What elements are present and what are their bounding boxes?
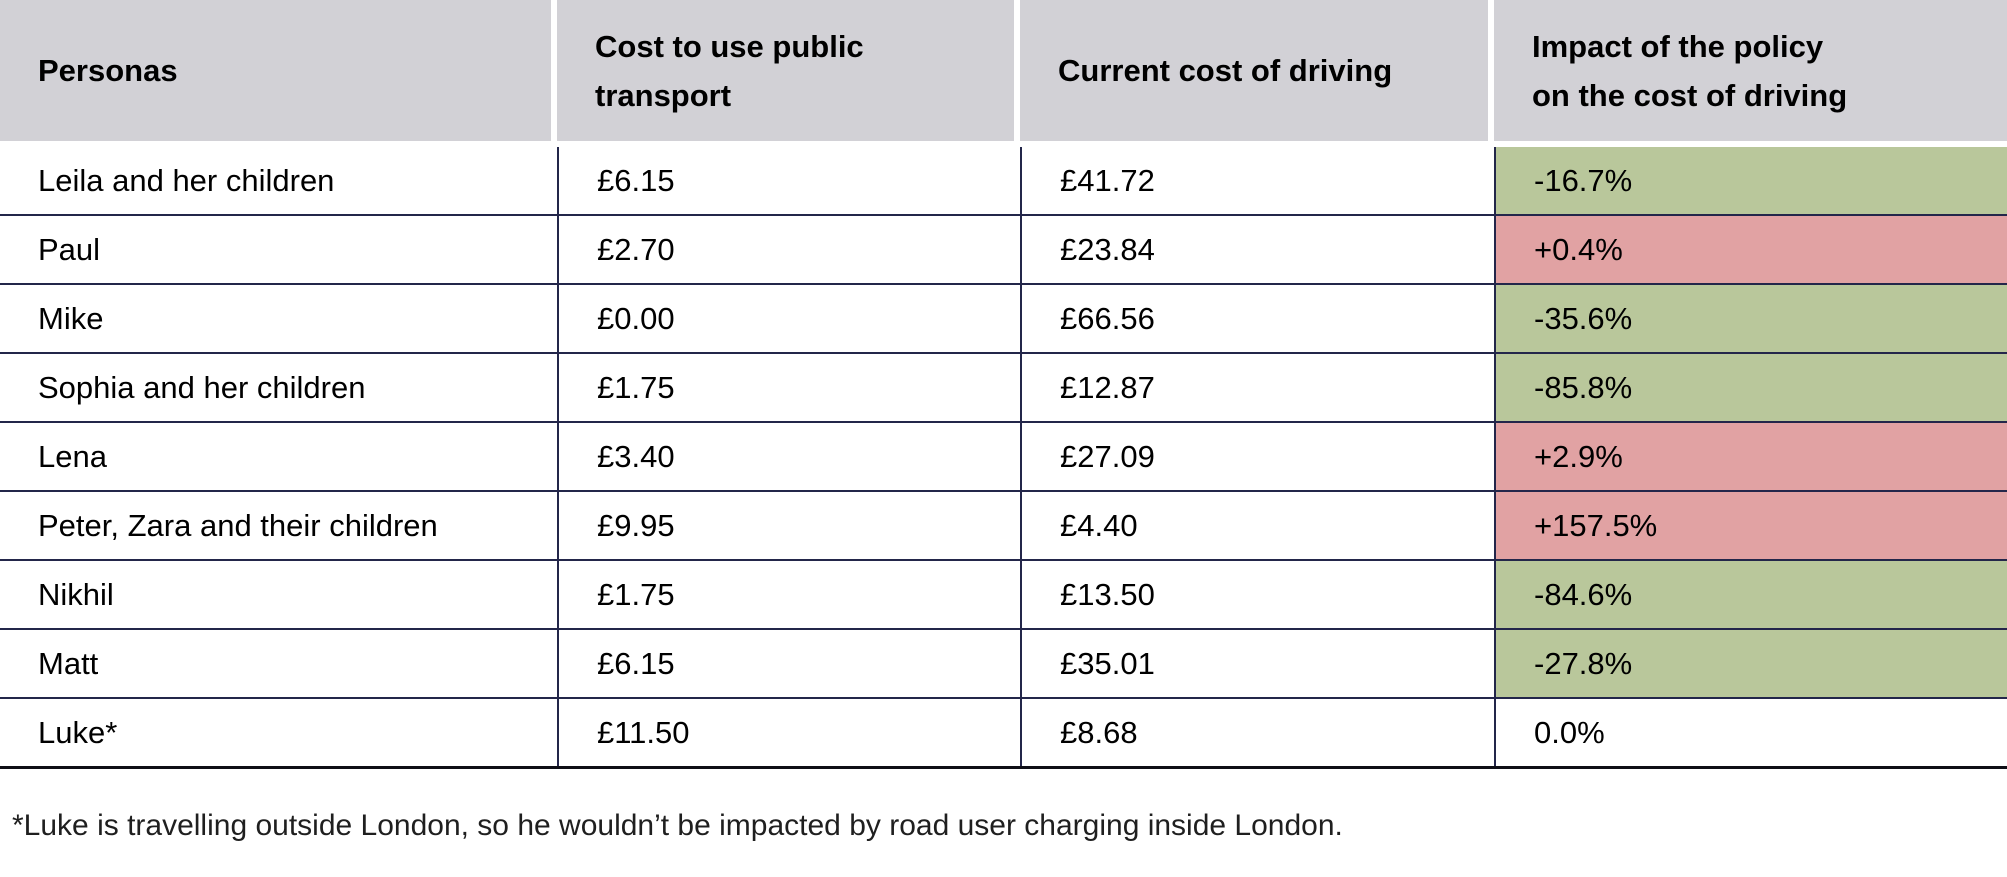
table-row-matt: Matt £6.15 £35.01 -27.8%: [0, 630, 2007, 699]
persona-cell: Paul: [0, 216, 557, 283]
persona-cell: Nikhil: [0, 561, 557, 628]
impact-cell: -35.6%: [1494, 285, 2007, 352]
impact-cell: +2.9%: [1494, 423, 2007, 490]
public-transport-cost-cell: £9.95: [557, 492, 1020, 559]
public-transport-cost-cell: £1.75: [557, 354, 1020, 421]
column-header-public-transport-cost: Cost to use public transport: [557, 0, 1020, 141]
public-transport-cost-cell: £11.50: [557, 699, 1020, 766]
driving-cost-cell: £13.50: [1020, 561, 1494, 628]
driving-cost-cell: £41.72: [1020, 147, 1494, 214]
table-row-nikhil: Nikhil £1.75 £13.50 -84.6%: [0, 561, 2007, 630]
persona-cell: Sophia and her children: [0, 354, 557, 421]
table-row-leila: Leila and her children £6.15 £41.72 -16.…: [0, 147, 2007, 216]
public-transport-cost-cell: £3.40: [557, 423, 1020, 490]
driving-cost-cell: £12.87: [1020, 354, 1494, 421]
table-row-mike: Mike £0.00 £66.56 -35.6%: [0, 285, 2007, 354]
impact-cell: +157.5%: [1494, 492, 2007, 559]
public-transport-cost-cell: £6.15: [557, 630, 1020, 697]
luke-footnote: *Luke is travelling outside London, so h…: [12, 809, 1343, 842]
table-row-luke: Luke* £11.50 £8.68 0.0%: [0, 699, 2007, 769]
driving-cost-cell: £35.01: [1020, 630, 1494, 697]
column-header-policy-impact: Impact of the policy on the cost of driv…: [1494, 0, 2007, 141]
public-transport-cost-cell: £0.00: [557, 285, 1020, 352]
driving-cost-cell: £4.40: [1020, 492, 1494, 559]
impact-cell: -85.8%: [1494, 354, 2007, 421]
persona-cell: Matt: [0, 630, 557, 697]
impact-cell: 0.0%: [1494, 699, 2007, 766]
table-row-sophia: Sophia and her children £1.75 £12.87 -85…: [0, 354, 2007, 423]
persona-cell: Peter, Zara and their children: [0, 492, 557, 559]
impact-cell: -16.7%: [1494, 147, 2007, 214]
table-row-paul: Paul £2.70 £23.84 +0.4%: [0, 216, 2007, 285]
persona-cell: Mike: [0, 285, 557, 352]
driving-cost-cell: £8.68: [1020, 699, 1494, 766]
public-transport-cost-cell: £6.15: [557, 147, 1020, 214]
impact-cell: -27.8%: [1494, 630, 2007, 697]
driving-cost-cell: £27.09: [1020, 423, 1494, 490]
table-header-row: Personas Cost to use public transport Cu…: [0, 0, 2007, 141]
public-transport-cost-cell: £1.75: [557, 561, 1020, 628]
driving-cost-cell: £66.56: [1020, 285, 1494, 352]
table-row-lena: Lena £3.40 £27.09 +2.9%: [0, 423, 2007, 492]
public-transport-cost-cell: £2.70: [557, 216, 1020, 283]
column-header-personas: Personas: [0, 0, 557, 141]
column-header-current-driving-cost: Current cost of driving: [1020, 0, 1494, 141]
impact-cell: +0.4%: [1494, 216, 2007, 283]
table-row-peter-zara: Peter, Zara and their children £9.95 £4.…: [0, 492, 2007, 561]
persona-cell: Leila and her children: [0, 147, 557, 214]
table-body: Leila and her children £6.15 £41.72 -16.…: [0, 147, 2007, 769]
driving-cost-cell: £23.84: [1020, 216, 1494, 283]
impact-cell: -84.6%: [1494, 561, 2007, 628]
persona-cell: Lena: [0, 423, 557, 490]
persona-cell: Luke*: [0, 699, 557, 766]
